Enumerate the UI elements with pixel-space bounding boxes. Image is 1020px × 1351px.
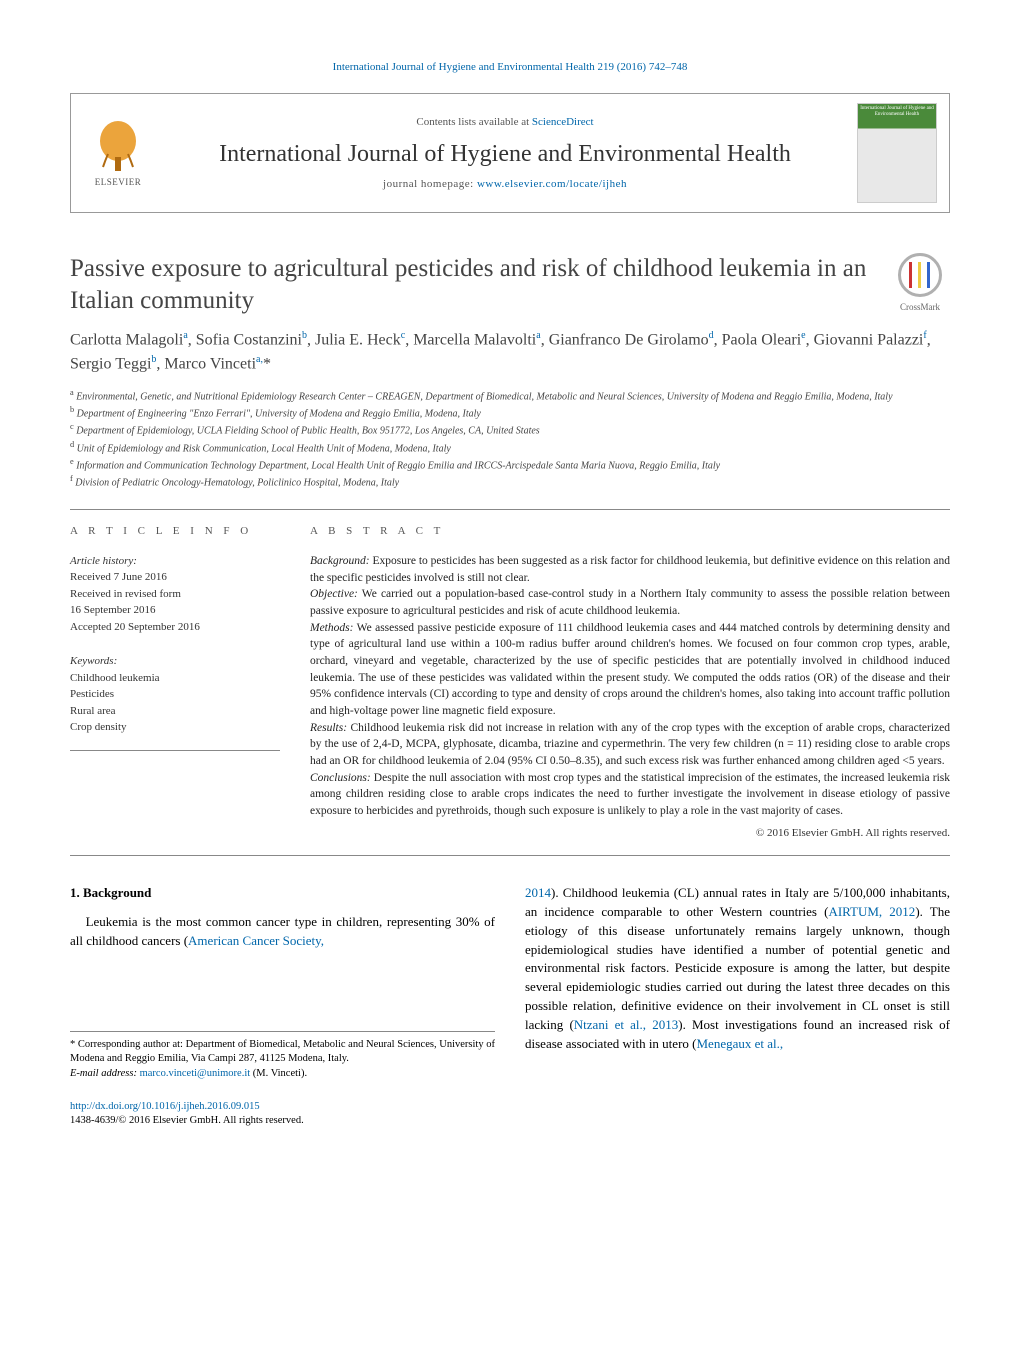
elsevier-logo: ELSEVIER [83, 119, 153, 189]
homepage-link[interactable]: www.elsevier.com/locate/ijheh [477, 178, 627, 190]
journal-name: International Journal of Hygiene and Env… [163, 140, 847, 169]
abstract-heading: a b s t r a c t [310, 524, 950, 539]
history-line: 16 September 2016 [70, 602, 280, 619]
abstract-section-text: We assessed passive pesticide exposure o… [310, 622, 950, 717]
citation-link[interactable]: International Journal of Hygiene and Env… [333, 61, 688, 73]
body-column-left: 1. Background Leukemia is the most commo… [70, 884, 495, 1082]
article-info-column: a r t i c l e i n f o Article history: R… [70, 510, 280, 856]
author-list: Carlotta Malagolia, Sofia Costanzinib, J… [70, 328, 950, 377]
history-line: Received in revised form [70, 586, 280, 603]
email-link[interactable]: marco.vinceti@unimore.it [140, 1068, 251, 1079]
abstract-section-text: Exposure to pesticides has been suggeste… [310, 555, 950, 584]
keyword-item: Crop density [70, 719, 280, 736]
email-line: E-mail address: marco.vinceti@unimore.it… [70, 1067, 495, 1082]
ref-link-menegaux[interactable]: Menegaux et al., [696, 1036, 783, 1051]
abstract-section: Objective: We carried out a population-b… [310, 586, 950, 619]
contents-prefix: Contents lists available at [416, 116, 531, 128]
article-title: Passive exposure to agricultural pestici… [70, 253, 870, 316]
info-abstract-row: a r t i c l e i n f o Article history: R… [70, 510, 950, 856]
issn-line: 1438-4639/© 2016 Elsevier GmbH. All righ… [70, 1114, 950, 1129]
abstract-section: Methods: We assessed passive pesticide e… [310, 620, 950, 720]
crossmark-badge[interactable]: CrossMark [890, 253, 950, 314]
journal-cover-thumbnail: International Journal of Hygiene and Env… [857, 103, 937, 203]
abstract-section-label: Background: [310, 555, 370, 567]
affiliation-line: c Department of Epidemiology, UCLA Field… [70, 421, 950, 438]
affiliation-line: f Division of Pediatric Oncology-Hematol… [70, 473, 950, 490]
abstract-section-label: Conclusions: [310, 772, 371, 784]
doi-link[interactable]: http://dx.doi.org/10.1016/j.ijheh.2016.0… [70, 1101, 260, 1112]
crossmark-label: CrossMark [890, 301, 950, 314]
abstract-section-text: Childhood leukemia risk did not increase… [310, 722, 950, 767]
history-label: Article history: [70, 553, 280, 570]
cover-title: International Journal of Hygiene and Env… [860, 106, 934, 117]
keyword-item: Rural area [70, 703, 280, 720]
crossmark-icon [898, 253, 942, 297]
ref-link-acs[interactable]: American Cancer Society, [188, 933, 324, 948]
affiliation-line: d Unit of Epidemiology and Risk Communic… [70, 439, 950, 456]
ref-link-2014[interactable]: 2014 [525, 885, 551, 900]
abstract-section-label: Methods: [310, 622, 353, 634]
affiliations-list: a Environmental, Genetic, and Nutritiona… [70, 387, 950, 491]
body-column-right: 2014). Childhood leukemia (CL) annual ra… [525, 884, 950, 1082]
doi-block: http://dx.doi.org/10.1016/j.ijheh.2016.0… [70, 1100, 950, 1129]
email-label: E-mail address: [70, 1068, 140, 1079]
ref-link-airtum[interactable]: AIRTUM, 2012 [828, 904, 915, 919]
affiliation-line: e Information and Communication Technolo… [70, 456, 950, 473]
divider-bottom [70, 855, 950, 856]
keyword-item: Pesticides [70, 686, 280, 703]
affiliation-line: a Environmental, Genetic, and Nutritiona… [70, 387, 950, 404]
background-heading: 1. Background [70, 884, 495, 903]
abstract-section: Conclusions: Despite the null associatio… [310, 770, 950, 820]
history-line: Accepted 20 September 2016 [70, 619, 280, 636]
abstract-section-text: Despite the null association with most c… [310, 772, 950, 817]
header-citation: International Journal of Hygiene and Env… [70, 60, 950, 75]
journal-header-box: ELSEVIER Contents lists available at Sci… [70, 93, 950, 213]
abstract-section-label: Results: [310, 722, 347, 734]
body-paragraph-1: Leukemia is the most common cancer type … [70, 913, 495, 951]
footnotes-block: * Corresponding author at: Department of… [70, 1031, 495, 1082]
body-paragraph-2: 2014). Childhood leukemia (CL) annual ra… [525, 884, 950, 1054]
title-row: Passive exposure to agricultural pestici… [70, 253, 950, 316]
abstract-text: Background: Exposure to pesticides has b… [310, 553, 950, 820]
elsevier-label: ELSEVIER [95, 176, 142, 189]
elsevier-tree-icon [93, 119, 143, 174]
history-line: Received 7 June 2016 [70, 569, 280, 586]
abstract-copyright: © 2016 Elsevier GmbH. All rights reserve… [310, 826, 950, 841]
abstract-section-label: Objective: [310, 588, 358, 600]
journal-homepage-line: journal homepage: www.elsevier.com/locat… [163, 177, 847, 192]
body-columns: 1. Background Leukemia is the most commo… [70, 884, 950, 1082]
keywords-block: Keywords: Childhood leukemiaPesticidesRu… [70, 653, 280, 736]
affiliation-line: b Department of Engineering "Enzo Ferrar… [70, 404, 950, 421]
homepage-prefix: journal homepage: [383, 178, 477, 190]
email-suffix: (M. Vinceti). [250, 1068, 307, 1079]
contents-available-line: Contents lists available at ScienceDirec… [163, 115, 847, 130]
corresponding-author-note: * Corresponding author at: Department of… [70, 1038, 495, 1067]
sciencedirect-link[interactable]: ScienceDirect [532, 116, 594, 128]
ref-link-ntzani[interactable]: Ntzani et al., 2013 [574, 1017, 678, 1032]
article-history-block: Article history: Received 7 June 2016Rec… [70, 553, 280, 636]
abstract-column: a b s t r a c t Background: Exposure to … [310, 510, 950, 856]
abstract-section: Results: Childhood leukemia risk did not… [310, 720, 950, 770]
article-info-heading: a r t i c l e i n f o [70, 524, 280, 539]
keyword-item: Childhood leukemia [70, 670, 280, 687]
keywords-label: Keywords: [70, 653, 280, 670]
abstract-section-text: We carried out a population-based case-c… [310, 588, 950, 617]
body-text-3: ). The etiology of this disease unfortun… [525, 904, 950, 1032]
abstract-section: Background: Exposure to pesticides has b… [310, 553, 950, 586]
header-center: Contents lists available at ScienceDirec… [153, 115, 857, 193]
